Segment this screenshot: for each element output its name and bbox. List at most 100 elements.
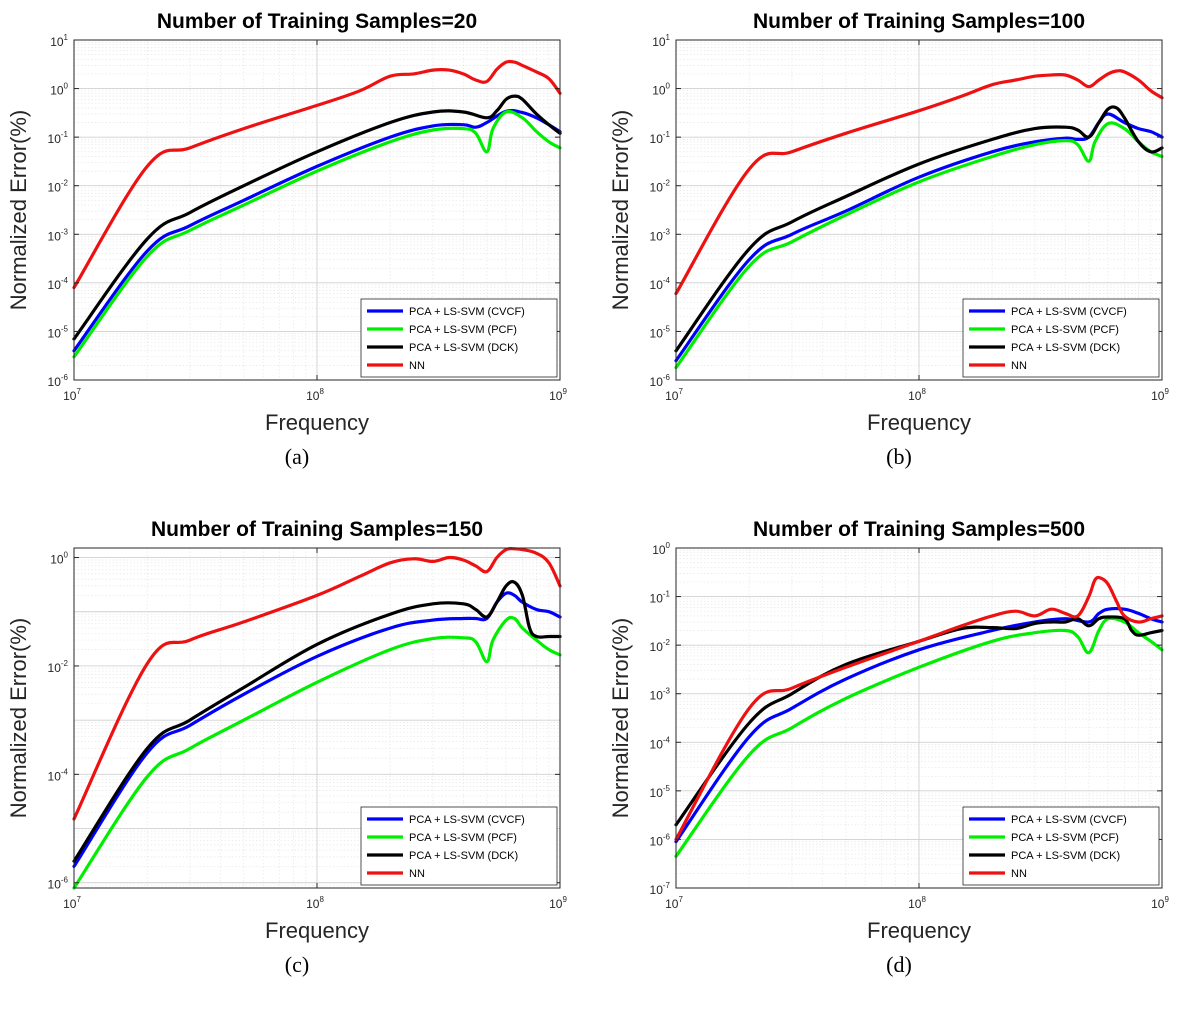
y-tick-label-base: 10	[650, 278, 664, 292]
series-line-pca-ls-svm-dck	[72, 580, 562, 863]
legend-entry-label: PCA + LS-SVM (PCF)	[409, 324, 517, 336]
x-tick-label: 108	[306, 895, 324, 911]
y-tick-label-base: 10	[48, 878, 62, 892]
y-tick-label-base: 10	[48, 375, 62, 389]
panel-label: (b)	[886, 444, 912, 469]
y-tick-label-exponent: 0	[666, 541, 671, 550]
y-tick-label: 10-3	[650, 227, 671, 243]
x-tick-label: 107	[665, 895, 683, 911]
y-tick-label: 10-5	[650, 324, 671, 340]
legend-entry-label: NN	[1011, 868, 1027, 880]
x-tick-label-exponent: 9	[562, 387, 567, 396]
y-tick-label-base: 10	[48, 229, 62, 243]
y-tick-label-base: 10	[650, 229, 664, 243]
x-tick-label-exponent: 8	[921, 895, 926, 904]
y-tick-label: 10-5	[48, 324, 69, 340]
x-tick-label-exponent: 9	[1164, 387, 1169, 396]
y-tick-label-exponent: -5	[61, 324, 69, 333]
y-tick-label: 10-6	[48, 876, 69, 892]
x-tick-label: 108	[908, 895, 926, 911]
y-tick-label-base: 10	[650, 132, 664, 146]
x-tick-label-base: 10	[306, 389, 320, 403]
y-tick-label-base: 10	[650, 834, 664, 848]
x-tick-label: 108	[306, 387, 324, 403]
legend: PCA + LS-SVM (CVCF) PCA + LS-SVM (PCF) PCA…	[962, 298, 1160, 378]
y-tick-label-exponent: -2	[61, 179, 69, 188]
y-tick-label-exponent: -4	[61, 276, 69, 285]
x-tick-label: 107	[665, 387, 683, 403]
series-group	[674, 69, 1164, 370]
x-axis-label: Frequency	[867, 410, 971, 435]
y-tick-label-exponent: 0	[64, 551, 69, 560]
x-axis-label: Frequency	[265, 918, 369, 943]
y-tick-label: 10-2	[650, 179, 671, 195]
y-tick-label-exponent: -4	[61, 767, 69, 776]
y-tick-label-exponent: -4	[663, 735, 671, 744]
legend-entry-label: NN	[409, 360, 425, 372]
y-tick-label-base: 10	[650, 689, 664, 703]
y-tick-label-base: 10	[650, 786, 664, 800]
y-tick-label-exponent: -5	[663, 784, 671, 793]
y-tick-label-base: 10	[50, 84, 64, 98]
y-tick-label-base: 10	[650, 375, 664, 389]
series-line-pca-ls-svm-dck	[72, 94, 562, 341]
x-axis-label: Frequency	[265, 410, 369, 435]
y-tick-label-exponent: 1	[666, 33, 671, 42]
y-tick-label: 10-7	[650, 881, 671, 897]
y-tick-label: 10-4	[650, 276, 671, 292]
series-group	[674, 575, 1164, 858]
y-tick-label-exponent: -1	[61, 130, 69, 139]
y-tick-label: 10-6	[48, 373, 69, 389]
x-tick-label: 107	[63, 895, 81, 911]
chart-title: Number of Training Samples=500	[753, 518, 1085, 541]
x-tick-label-base: 10	[908, 389, 922, 403]
y-tick-label-base: 10	[650, 640, 664, 654]
grid	[73, 39, 561, 381]
y-tick-label-base: 10	[48, 769, 62, 783]
legend-entry-label: PCA + LS-SVM (PCF)	[409, 832, 517, 844]
y-tick-label: 10-3	[650, 687, 671, 703]
y-tick-label: 10-2	[650, 638, 671, 654]
y-tick-label-exponent: -2	[61, 659, 69, 668]
series-line-pca-ls-svm-pcf	[72, 109, 562, 359]
y-tick-label-exponent: -1	[663, 130, 671, 139]
y-tick-label-base: 10	[48, 278, 62, 292]
y-tick-label: 100	[50, 551, 68, 567]
x-tick-label-base: 10	[549, 897, 563, 911]
panel-b: 107 108 10910-610-510-410-310-210-1100101N…	[608, 10, 1169, 469]
y-tick-label-base: 10	[48, 661, 62, 675]
y-tick-label: 10-4	[650, 735, 671, 751]
panel-label: (a)	[285, 444, 309, 469]
x-tick-label-exponent: 7	[678, 387, 683, 396]
y-tick-label: 10-5	[650, 784, 671, 800]
series-line-nn	[72, 59, 562, 290]
y-axis-label: Normalized Error(%)	[608, 618, 633, 818]
y-tick-label-base: 10	[650, 326, 664, 340]
x-tick-label: 108	[908, 387, 926, 403]
y-tick-label-exponent: -2	[663, 638, 671, 647]
y-tick-label-exponent: -4	[663, 276, 671, 285]
series-line-nn	[72, 547, 562, 821]
y-tick-label: 10-1	[650, 130, 671, 146]
y-tick-label: 10-1	[48, 130, 69, 146]
y-tick-label-base: 10	[652, 543, 666, 557]
y-tick-label: 10-1	[650, 590, 671, 606]
series-line-pca-ls-svm-dck	[674, 105, 1164, 353]
x-tick-label-base: 10	[665, 897, 679, 911]
grid	[675, 39, 1163, 381]
y-tick-label-exponent: -1	[663, 590, 671, 599]
x-tick-label-base: 10	[665, 389, 679, 403]
legend-entry-label: NN	[1011, 360, 1027, 372]
y-tick-label: 101	[50, 33, 68, 49]
x-tick-label-exponent: 8	[921, 387, 926, 396]
y-tick-label: 10-6	[650, 373, 671, 389]
x-tick-label-base: 10	[306, 897, 320, 911]
chart-title: Number of Training Samples=100	[753, 10, 1085, 33]
legend-entry-label: PCA + LS-SVM (DCK)	[409, 342, 518, 354]
x-tick-label-exponent: 9	[1164, 895, 1169, 904]
panel-d: 107 108 10910-710-610-510-410-310-210-1100…	[608, 518, 1169, 977]
